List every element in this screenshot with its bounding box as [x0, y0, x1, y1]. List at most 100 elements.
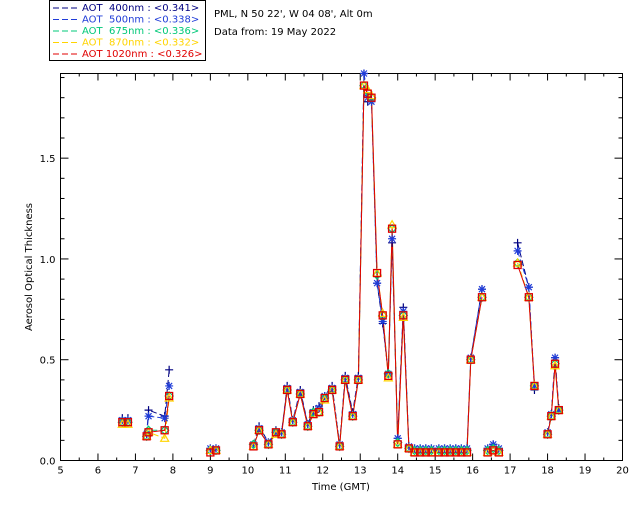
series-1-point	[341, 373, 350, 382]
series-4-point	[327, 385, 337, 395]
series-1-point	[404, 442, 413, 451]
series-4-point	[524, 293, 533, 302]
series-4-point	[206, 448, 215, 457]
series-4-point	[393, 440, 402, 449]
x-tick-label: 19	[579, 466, 592, 477]
series-4-point	[466, 355, 475, 364]
series-4-point	[348, 412, 357, 421]
series-4-point	[494, 448, 504, 457]
series-3-point	[387, 219, 398, 229]
series-1-point	[303, 420, 312, 429]
series-4-point	[440, 448, 449, 457]
series-1-point	[271, 428, 280, 437]
series-4-point	[446, 448, 455, 457]
y-axis: 0.0 0.5 1.0 1.5	[40, 77, 623, 468]
y-tick-label: 0.0	[40, 457, 56, 468]
series-4-point	[547, 412, 556, 421]
series-1-point	[354, 373, 363, 382]
series-4-point	[271, 428, 281, 437]
series-4-line	[547, 363, 560, 435]
series-4-point	[335, 442, 344, 451]
series-1-point	[524, 283, 533, 292]
series-4-point	[462, 448, 472, 457]
date-label: Data from: 19 May 2022	[214, 27, 336, 38]
series-4-point	[160, 426, 169, 435]
legend-entry: AOT 500nm : <0.338>	[82, 15, 199, 26]
series-1-point	[478, 285, 486, 294]
series-4-line	[253, 85, 483, 453]
series-4-point	[341, 375, 350, 385]
series-1-point	[328, 383, 337, 392]
series-1-point	[554, 406, 563, 415]
x-tick-label: 6	[95, 466, 101, 477]
legend-entry: AOT 675nm : <0.336>	[82, 26, 199, 37]
series-4-point	[264, 440, 273, 449]
series-4-point	[303, 422, 312, 431]
series-4-point	[354, 375, 363, 385]
series-4-point	[288, 418, 297, 427]
series-4-point	[399, 311, 408, 320]
series-4-point	[451, 448, 460, 457]
plot-area: 5 6 7 8 9 10 11 12 13 14 15 16 17 18 19 20 0.0 0.5 1.0 1.5	[40, 69, 629, 477]
series-1-point	[277, 428, 286, 437]
legend: AOT 400nm : <0.341>AOT 500nm : <0.338>AO…	[49, 0, 206, 61]
x-tick-label: 20	[616, 466, 629, 477]
series-1-point	[264, 438, 273, 447]
series-4-point	[320, 393, 329, 403]
series-3-point	[366, 90, 377, 100]
legend-entry: AOT 1020nm : <0.326>	[82, 49, 202, 60]
series-1-point	[388, 234, 397, 243]
series-3-line	[517, 262, 535, 386]
y-tick-label: 0.5	[40, 356, 56, 367]
series-4-point	[513, 260, 522, 270]
series-4-point	[550, 359, 560, 368]
series-4-line	[517, 264, 535, 386]
x-axis: 5 6 7 8 9 10 11 12 13 14 15 16 17 18 19 20	[57, 73, 629, 477]
x-tick-label: 17	[504, 466, 517, 477]
series-0-point	[165, 365, 174, 374]
x-tick-label: 12	[316, 466, 329, 477]
series-1-point	[373, 279, 382, 288]
x-tick-label: 7	[132, 466, 138, 477]
series-1-point	[288, 416, 297, 425]
site-label: PML, N 50 22', W 04 08', Alt 0m	[214, 9, 373, 20]
series-3-point	[550, 360, 561, 370]
series-4-point	[359, 81, 369, 90]
series-4-point	[434, 448, 444, 457]
legend-entry: AOT 400nm : <0.341>	[82, 3, 199, 14]
series-4-point	[387, 224, 397, 233]
series-1-line	[146, 385, 170, 435]
plot-frame	[60, 73, 623, 461]
series-4-point	[421, 448, 430, 457]
series-3-point	[383, 372, 394, 382]
series-4-point	[416, 448, 425, 457]
series-4-point	[144, 428, 153, 437]
series-1-point	[144, 412, 153, 421]
series-1-point	[296, 387, 305, 396]
series-4-point	[410, 448, 419, 457]
series-1-point	[309, 408, 318, 417]
series-4-point	[554, 405, 563, 415]
y-axis-label: Aerosol Optical Thickness	[24, 203, 35, 331]
series-1-point	[165, 381, 174, 390]
series-4-point	[530, 381, 539, 391]
x-axis-label: Time (GMT)	[311, 482, 370, 493]
series-4-point	[384, 371, 393, 380]
x-tick-label: 15	[429, 466, 442, 477]
y-tick-label: 1.5	[40, 154, 56, 165]
series-4-point	[309, 409, 318, 419]
series-3-point	[159, 433, 170, 442]
series-4-point	[296, 389, 305, 399]
series-1-point	[378, 317, 387, 326]
series-4-point	[483, 448, 492, 457]
x-tick-label: 10	[241, 466, 254, 477]
series-3-point	[377, 308, 388, 317]
series-4-point	[314, 407, 324, 417]
series-1-point	[142, 430, 151, 439]
x-tick-label: 14	[391, 466, 404, 477]
series-1-point	[530, 381, 539, 390]
series-4-point	[378, 311, 387, 320]
legend-entry: AOT 870nm : <0.332>	[82, 38, 199, 49]
series-2-line	[517, 262, 535, 386]
